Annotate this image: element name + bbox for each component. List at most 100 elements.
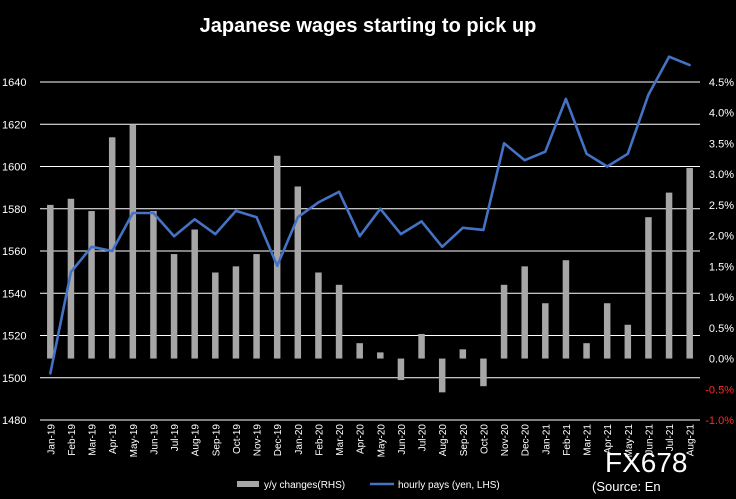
left-tick-label: 1600 — [2, 162, 26, 174]
line-point — [502, 142, 506, 145]
right-tick-label: 0.5% — [709, 323, 734, 335]
right-tick-label: 0.0% — [709, 354, 734, 366]
watermark: FX678 (Source: En — [592, 447, 688, 494]
legend: y/y changes(RHS) hourly pays (yen, LHS) — [237, 480, 500, 491]
bar — [232, 266, 240, 359]
x-tick-label: May-21 — [624, 424, 635, 458]
bar — [88, 211, 95, 359]
right-tick-label: 1.5% — [709, 261, 734, 273]
line-point — [90, 245, 93, 248]
legend-bar-swatch — [237, 481, 259, 487]
right-tick-label: 4.0% — [709, 108, 734, 120]
x-tick-label: Jul-21 — [665, 424, 676, 452]
bar — [562, 260, 570, 359]
right-axis: -1.0% -0.5% 0.0% 0.5% 1.0% 1.5% 2.0% 2.5% 3.0% 3.… — [705, 77, 734, 427]
line-point — [214, 232, 217, 236]
line-point — [440, 245, 444, 248]
right-tick-label: 1.0% — [709, 292, 734, 304]
right-tick-label: 4.5% — [709, 77, 734, 89]
x-tick-label: Oct-20 — [479, 424, 490, 454]
x-axis: Jan-19 Feb-19 Mar-19 Apr-19 May-19 Jun-19 Jul-… — [46, 424, 696, 458]
line-point — [337, 190, 341, 194]
bar — [603, 303, 611, 359]
line-series — [49, 55, 691, 375]
bar — [459, 349, 467, 359]
x-tick-label: Jul-20 — [418, 424, 429, 452]
x-tick-label: Jan-21 — [541, 424, 552, 455]
left-tick-label: 1580 — [2, 204, 26, 216]
x-tick-label: Mar-19 — [88, 424, 99, 456]
x-tick-label: Jan-20 — [294, 424, 305, 455]
line-point — [420, 220, 423, 223]
bar — [108, 137, 116, 359]
bar — [191, 229, 198, 359]
series-line — [49, 55, 691, 374]
x-tick-label: Jul-19 — [170, 424, 181, 452]
bar — [500, 284, 508, 359]
x-tick-label: Dec-20 — [521, 424, 532, 457]
x-tick-label: Mar-21 — [583, 424, 594, 456]
x-tick-label: Apr-20 — [356, 424, 367, 454]
line-point — [49, 372, 52, 375]
x-tick-label: Jun-19 — [149, 424, 160, 455]
line-point — [193, 218, 196, 221]
line-point — [379, 207, 382, 210]
bar — [315, 272, 322, 359]
left-tick-label: 1500 — [2, 373, 26, 385]
line-point — [110, 249, 114, 253]
bar — [665, 192, 673, 359]
line-point — [131, 211, 135, 215]
bar — [542, 303, 549, 359]
bar — [67, 198, 75, 359]
right-tick-label: 3.0% — [709, 169, 734, 181]
x-tick-label: Feb-20 — [314, 424, 325, 456]
x-tick-label: Mar-20 — [335, 424, 346, 456]
bar — [150, 211, 157, 359]
bar — [686, 168, 693, 359]
bar — [47, 204, 54, 359]
line-point — [461, 226, 465, 229]
line-point — [399, 232, 403, 236]
bar — [294, 186, 302, 359]
bar — [418, 333, 425, 359]
bar — [335, 284, 343, 359]
left-axis: 1480 1500 1520 1540 1560 1580 1600 1620 1640 — [2, 77, 26, 427]
left-tick-label: 1640 — [2, 77, 26, 89]
bar — [438, 358, 446, 393]
bar — [397, 358, 405, 381]
line-point — [172, 235, 176, 238]
bar — [377, 352, 384, 359]
left-tick-label: 1560 — [2, 246, 26, 258]
line-point — [152, 211, 155, 215]
chart-title: Japanese wages starting to pick up — [200, 15, 537, 37]
bar — [624, 324, 632, 359]
line-point — [234, 209, 238, 213]
x-tick-label: Feb-21 — [562, 424, 573, 456]
left-tick-label: 1520 — [2, 331, 26, 343]
line-point — [647, 93, 650, 96]
left-tick-label: 1620 — [2, 119, 26, 131]
line-point — [317, 201, 320, 204]
line-point — [564, 97, 568, 101]
bar — [273, 155, 281, 359]
x-tick-label: May-20 — [376, 424, 387, 458]
line-point — [585, 152, 588, 156]
watermark-source: (Source: En — [592, 479, 661, 494]
bar — [129, 125, 137, 359]
line-point — [605, 165, 609, 168]
line-point — [544, 150, 547, 153]
left-tick-label: 1480 — [2, 415, 26, 427]
bar — [170, 254, 178, 359]
bar — [521, 266, 528, 359]
x-tick-label: Nov-19 — [253, 424, 264, 457]
x-tick-label: Jan-19 — [46, 424, 57, 455]
x-tick-label: Aug-21 — [686, 424, 697, 457]
right-tick-label: 2.5% — [709, 200, 734, 212]
x-tick-label: Aug-20 — [438, 424, 449, 457]
line-point — [255, 216, 258, 219]
x-tick-label: Dec-19 — [273, 424, 284, 457]
x-tick-label: Aug-19 — [191, 424, 202, 457]
left-tick-label: 1540 — [2, 288, 26, 300]
